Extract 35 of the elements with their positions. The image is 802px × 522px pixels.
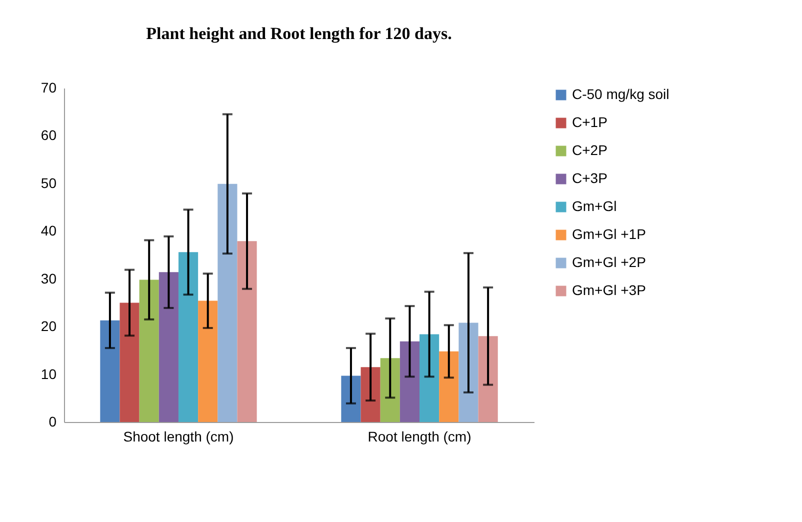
y-tick-label: 10 [40,366,57,382]
legend-label: C+3P [572,170,608,186]
legend-label: Gm+Gl +2P [572,254,646,270]
bar [158,272,178,422]
chart-title: Plant height and Root length for 120 days. [146,24,452,43]
legend-label: Gm+Gl +1P [572,226,646,242]
bar [178,252,198,422]
legend-label: Gm+Gl [572,198,617,214]
legend-label: C+2P [572,142,608,158]
bar [120,302,140,422]
bar [218,184,238,422]
x-tick-label: Shoot length (cm) [123,428,234,444]
legend-label: C+1P [572,114,608,130]
bar [458,322,478,422]
bar [400,341,420,422]
y-tick-label: 20 [40,318,57,334]
bar [237,241,257,422]
bar [439,351,459,422]
legend-label: Gm+Gl +3P [572,282,646,298]
bar [420,334,440,422]
bar [360,367,380,422]
bar [198,300,218,422]
bar [139,280,159,422]
y-tick-label: 70 [40,80,57,96]
y-tick-label: 50 [40,174,57,191]
y-tick-label: 60 [40,127,57,144]
y-tick-label: 40 [40,222,57,239]
legend-label: C-50 mg/kg soil [572,86,670,102]
bar [341,376,361,422]
bar [380,358,400,422]
y-tick-label: 30 [40,270,57,286]
bar [100,320,120,422]
x-tick-label: Root length (cm) [368,428,472,444]
y-tick-label: 0 [48,414,57,430]
bar [478,336,498,422]
